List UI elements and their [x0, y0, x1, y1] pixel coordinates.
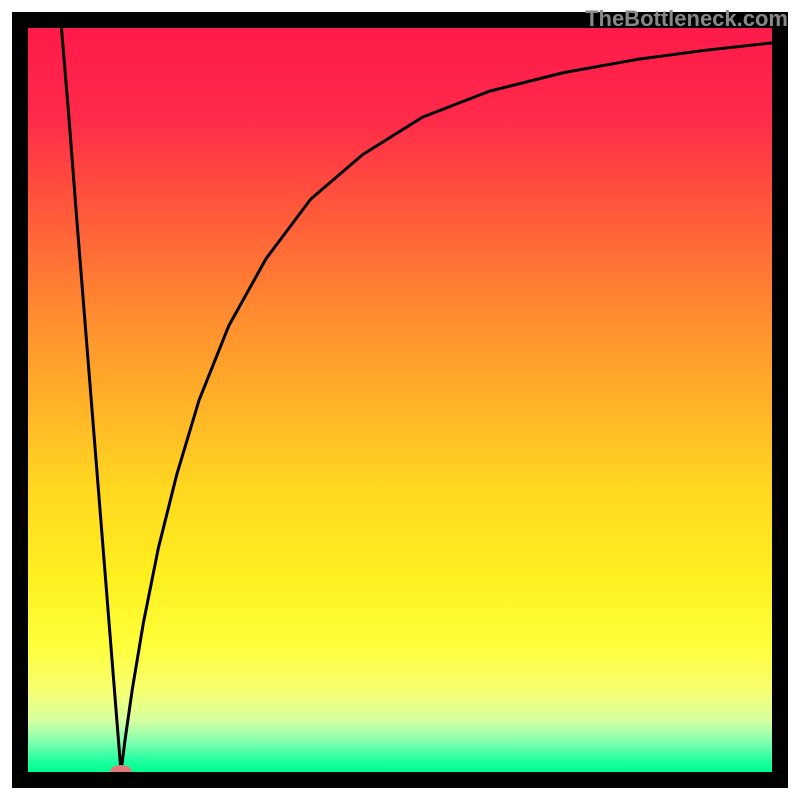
watermark-text: TheBottleneck.com — [585, 6, 788, 32]
chart-container: { "meta": { "watermark": "TheBottleneck.… — [0, 0, 800, 800]
bottleneck-chart — [0, 0, 800, 800]
gradient-background — [28, 28, 772, 772]
